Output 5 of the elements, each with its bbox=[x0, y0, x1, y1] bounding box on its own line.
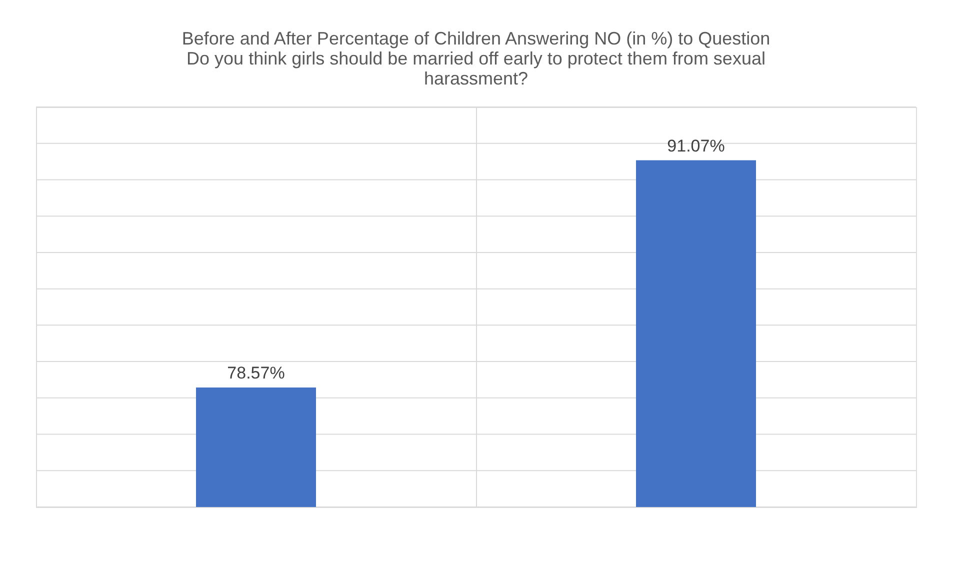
data-label: 91.07% bbox=[667, 136, 725, 156]
text: harassment? bbox=[424, 68, 528, 88]
text: Before and After Percentage of Children Answering NO (in %) to Question bbox=[182, 28, 770, 48]
text: Do you think girls should be married off early to protect them from sexual bbox=[186, 48, 766, 68]
data-label: 78.57% bbox=[227, 364, 285, 383]
